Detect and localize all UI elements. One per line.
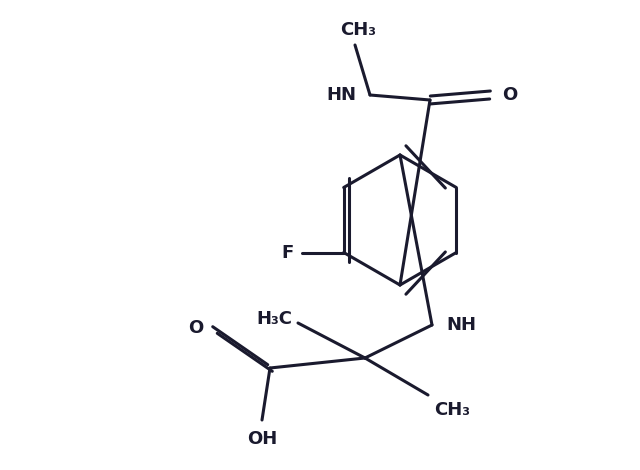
Text: O: O bbox=[188, 319, 203, 337]
Text: HN: HN bbox=[326, 86, 356, 104]
Text: O: O bbox=[502, 86, 517, 104]
Text: F: F bbox=[282, 243, 294, 261]
Text: CH₃: CH₃ bbox=[340, 21, 376, 39]
Text: NH: NH bbox=[446, 316, 476, 334]
Text: H₃C: H₃C bbox=[256, 310, 292, 328]
Text: OH: OH bbox=[247, 430, 277, 448]
Text: CH₃: CH₃ bbox=[434, 401, 470, 419]
